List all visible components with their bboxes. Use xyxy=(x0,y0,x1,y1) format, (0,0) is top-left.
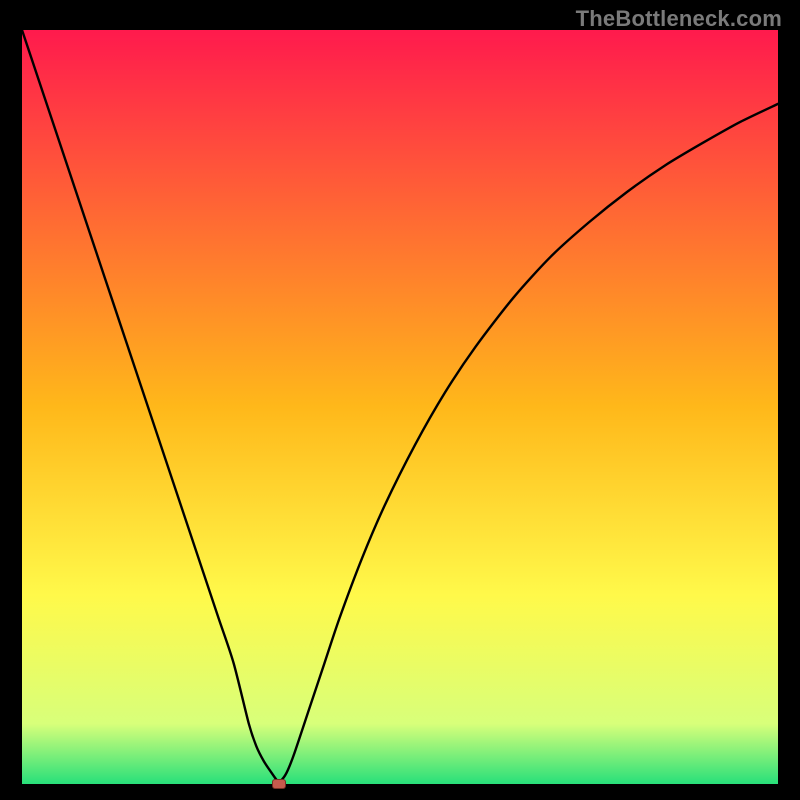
plot-background-gradient xyxy=(22,30,778,784)
watermark-text: TheBottleneck.com xyxy=(576,6,782,32)
current-config-marker xyxy=(272,779,286,789)
chart-frame: TheBottleneck.com xyxy=(0,0,800,800)
bottleneck-curve xyxy=(22,30,778,784)
